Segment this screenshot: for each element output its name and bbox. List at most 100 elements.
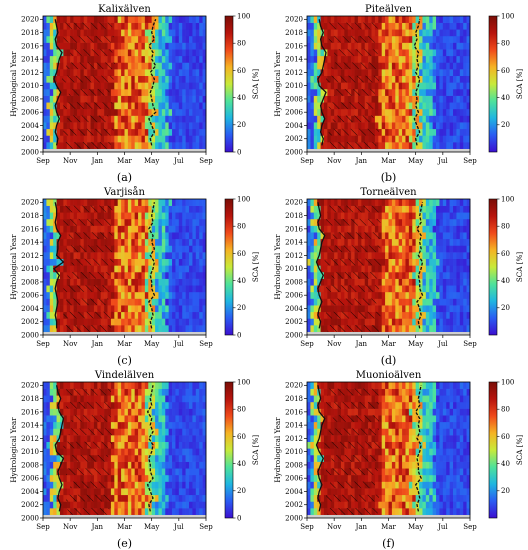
- heatmap-cell: [43, 22, 47, 30]
- heatmap-cell: [100, 199, 105, 206]
- heatmap-cell: [310, 142, 315, 149]
- heatmap-cell: [307, 232, 311, 240]
- heatmap-cell: [199, 232, 203, 240]
- heatmap-cell: [155, 128, 159, 136]
- heatmap-cell: [391, 75, 396, 83]
- heatmap-cell: [419, 115, 423, 123]
- heatmap-cell: [131, 481, 135, 489]
- heatmap-cell: [453, 35, 457, 43]
- heatmap-cell: [199, 82, 203, 90]
- heatmap-cell: [100, 408, 105, 416]
- heatmap-cell: [398, 311, 403, 319]
- heatmap-cell: [161, 265, 166, 273]
- y-tick-label: 2002: [21, 318, 39, 326]
- heatmap-cell: [466, 135, 471, 143]
- heatmap-cell: [340, 265, 345, 273]
- heatmap-cell: [395, 218, 399, 226]
- heatmap-cell: [459, 49, 464, 57]
- heatmap-cell: [446, 265, 450, 273]
- heatmap-cell: [385, 291, 389, 299]
- heatmap-cell: [415, 238, 420, 246]
- heatmap-cell: [344, 135, 349, 143]
- heatmap-cell: [172, 225, 176, 233]
- heatmap-cell: [463, 232, 467, 240]
- heatmap-cell: [463, 128, 467, 136]
- heatmap-cell: [446, 258, 450, 266]
- heatmap-cell: [49, 325, 54, 332]
- heatmap-cell: [175, 395, 180, 403]
- heatmap-cell: [202, 218, 207, 226]
- heatmap-cell: [158, 232, 163, 240]
- heatmap-cell: [121, 508, 125, 515]
- heatmap-cell: [114, 135, 119, 143]
- heatmap-cell: [155, 271, 159, 279]
- heatmap-cell: [307, 108, 311, 116]
- heatmap-cell: [100, 225, 105, 233]
- heatmap-cell: [155, 238, 159, 246]
- heatmap-cell: [202, 35, 207, 43]
- heatmap-cell: [158, 115, 163, 123]
- heatmap-cell: [439, 82, 444, 90]
- heatmap-cell: [466, 291, 471, 299]
- panel-caption: (a): [117, 171, 132, 184]
- heatmap-cell: [463, 42, 467, 50]
- heatmap-cell: [405, 49, 410, 57]
- heatmap-cell: [453, 212, 457, 220]
- heatmap-cell: [141, 278, 146, 286]
- heatmap-cell: [168, 42, 173, 50]
- heatmap-cell: [138, 42, 142, 50]
- heatmap-cell: [66, 318, 71, 326]
- heatmap-cell: [323, 265, 328, 273]
- heatmap-cell: [63, 474, 68, 482]
- heatmap-cell: [127, 55, 132, 63]
- heatmap-cell: [419, 142, 423, 149]
- heatmap-cell: [141, 325, 146, 332]
- heatmap-cell: [398, 49, 403, 57]
- heatmap-cell: [340, 55, 345, 63]
- heatmap-cell: [121, 325, 125, 332]
- heatmap-cell: [195, 142, 200, 149]
- heatmap-cell: [391, 238, 396, 246]
- heatmap-cell: [374, 265, 379, 273]
- heatmap-cell: [43, 122, 47, 130]
- heatmap-cell: [53, 115, 57, 123]
- heatmap-cell: [80, 108, 85, 116]
- heatmap-cell: [66, 95, 71, 103]
- heatmap-cell: [151, 199, 156, 206]
- heatmap-cell: [446, 311, 450, 319]
- heatmap-cell: [385, 285, 389, 293]
- heatmap-cell: [192, 115, 197, 123]
- heatmap-cell: [144, 135, 149, 143]
- heatmap-cell: [453, 285, 457, 293]
- heatmap-cell: [131, 278, 135, 286]
- heatmap-cell: [56, 318, 61, 326]
- heatmap-cell: [408, 135, 413, 143]
- heatmap-cell: [161, 395, 166, 403]
- heatmap-cell: [178, 481, 183, 489]
- heatmap-cell: [459, 205, 464, 213]
- heatmap-cell: [429, 212, 433, 220]
- heatmap-cell: [124, 265, 129, 273]
- heatmap-cell: [378, 88, 383, 96]
- heatmap-cell: [395, 49, 399, 57]
- heatmap-cell: [138, 135, 142, 143]
- y-tick-label: 2004: [21, 122, 39, 130]
- heatmap-cell: [76, 16, 81, 23]
- heatmap-cell: [202, 311, 207, 319]
- heatmap-cell: [121, 245, 125, 253]
- heatmap-cell: [192, 22, 197, 30]
- heatmap-cell: [100, 108, 105, 116]
- heatmap-cell: [53, 108, 57, 116]
- heatmap-cell: [402, 42, 406, 50]
- heatmap-cell: [76, 501, 81, 509]
- heatmap-cell: [337, 55, 342, 63]
- heatmap-cell: [43, 311, 47, 319]
- heatmap-cell: [439, 49, 444, 57]
- heatmap-cell: [385, 108, 389, 116]
- heatmap-cell: [141, 199, 146, 206]
- heatmap-cell: [398, 199, 403, 206]
- heatmap-cell: [63, 42, 68, 50]
- heatmap-cell: [134, 199, 139, 206]
- heatmap-cell: [104, 488, 108, 496]
- heatmap-cell: [56, 311, 61, 319]
